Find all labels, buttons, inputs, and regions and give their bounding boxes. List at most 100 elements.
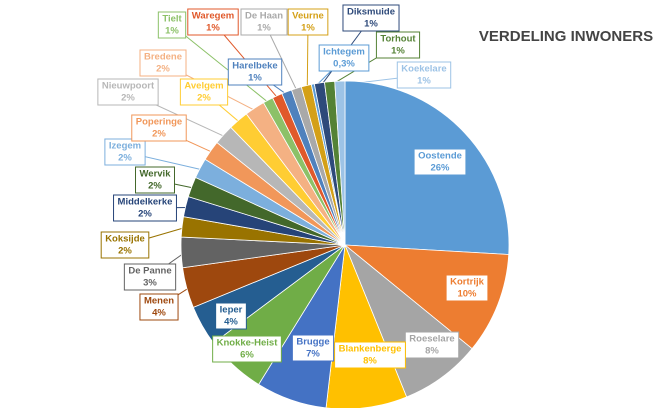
- label-value: 6%: [240, 350, 254, 361]
- pie-slice: [334, 80, 346, 246]
- label-name: Middelkerke: [118, 197, 173, 208]
- label-box: [100, 231, 150, 259]
- label-name: Diksmuide: [347, 7, 395, 18]
- label-value: 2%: [118, 153, 132, 164]
- label-box: [413, 148, 467, 176]
- label-name: Waregem: [192, 11, 234, 22]
- label-name: Ieper: [220, 305, 243, 316]
- label-box: [135, 166, 175, 194]
- label-box: [131, 114, 187, 142]
- label-value: 10%: [457, 289, 477, 300]
- label-box: [396, 61, 452, 89]
- label-name: Knokke-Heist: [217, 338, 279, 349]
- label-box: [445, 274, 489, 302]
- label-name: Roeselare: [409, 334, 454, 345]
- label-name: De Haan: [245, 11, 283, 22]
- label-name: Tielt: [162, 14, 182, 25]
- label-value: 0,3%: [333, 59, 355, 70]
- label-name: Wervik: [140, 169, 172, 180]
- label-box: [318, 44, 370, 72]
- label-box: [104, 138, 146, 166]
- label-value: 2%: [148, 181, 162, 192]
- label-name: Menen: [144, 296, 174, 307]
- label-name: Poperinge: [136, 117, 182, 128]
- label-value: 1%: [206, 23, 220, 34]
- label-name: Harelbeke: [232, 61, 277, 72]
- label-box: [97, 78, 159, 106]
- label-name: Avelgem: [184, 81, 223, 92]
- label-value: 8%: [425, 346, 439, 357]
- label-name: Veurne: [292, 11, 324, 22]
- label-value: 1%: [417, 76, 431, 87]
- label-value: 1%: [301, 23, 315, 34]
- label-name: Blankenberge: [339, 344, 402, 355]
- label-name: Nieuwpoort: [102, 81, 155, 92]
- label-value: 1%: [248, 73, 262, 84]
- label-box: [113, 194, 177, 222]
- label-box: [375, 31, 421, 59]
- chart-title: VERDELING INWONERS: [479, 28, 653, 45]
- label-value: 2%: [121, 93, 135, 104]
- label-value: 7%: [306, 349, 320, 360]
- label-box: [334, 341, 406, 369]
- label-box: [404, 331, 460, 359]
- label-value: 26%: [430, 163, 450, 174]
- pie-slice: [343, 244, 510, 350]
- label-value: 2%: [138, 209, 152, 220]
- label-name: Izegem: [109, 141, 141, 152]
- label-box: [215, 302, 247, 330]
- leader-line: [171, 24, 271, 105]
- label-name: Koksijde: [105, 234, 145, 245]
- label-value: 2%: [156, 64, 170, 75]
- label-name: Kortrijk: [450, 277, 485, 288]
- label-value: 4%: [224, 317, 238, 328]
- label-value: 1%: [165, 26, 179, 37]
- label-value: 4%: [152, 308, 166, 319]
- label-box: [342, 4, 400, 32]
- label-box: [123, 263, 177, 291]
- label-name: Ichtegem: [323, 47, 365, 58]
- label-box: [287, 8, 329, 36]
- label-box: [139, 293, 179, 321]
- label-name: Brugge: [296, 337, 329, 348]
- label-value: 3%: [143, 278, 157, 289]
- label-name: Koekelare: [401, 64, 446, 75]
- label-value: 1%: [257, 23, 271, 34]
- label-value: 8%: [363, 356, 377, 367]
- label-name: Torhout: [380, 34, 416, 45]
- label-box: [212, 335, 282, 363]
- label-box: [187, 8, 239, 36]
- label-name: Oostende: [418, 151, 462, 162]
- label-box: [227, 58, 283, 86]
- label-box: [139, 49, 187, 77]
- label-box: [179, 78, 229, 106]
- label-name: Bredene: [144, 52, 182, 63]
- label-value: 1%: [364, 19, 378, 30]
- label-name: De Panne: [128, 266, 171, 277]
